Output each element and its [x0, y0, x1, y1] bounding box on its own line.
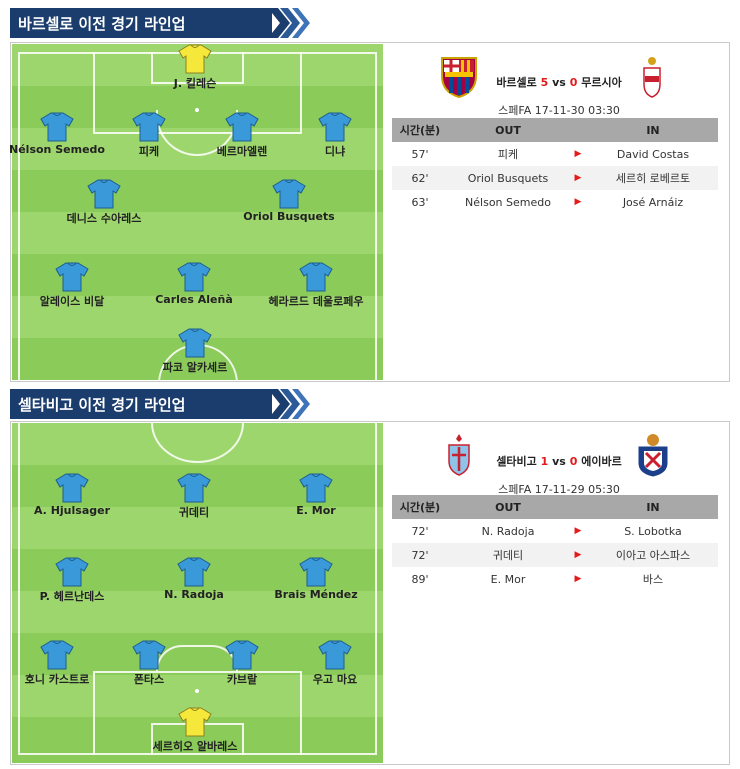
match-info: 바르셀로 5 vs 0 무르시아 스페FA 17-11-30 03:30 시간(… [390, 44, 728, 244]
player-shirt-icon [299, 557, 333, 587]
col-header-in: IN [588, 495, 718, 519]
section-title: 바르셀로 이전 경기 라인업 [18, 15, 186, 33]
arrow-right-icon: ▶ [574, 574, 582, 584]
player-defender: 베르마엘렌 [182, 112, 302, 159]
player-shirt-icon [177, 473, 211, 503]
player-midfielder: P. 헤르난데스 [12, 557, 132, 604]
player-forward: Carles Aleñà [134, 262, 254, 306]
lineup-section-celta: 셀타비고 이전 경기 라인업 A. Hjulsager 귀데티 E. Mor P… [0, 385, 740, 769]
eibar-crest-icon [638, 434, 668, 477]
player-shirt-icon [132, 640, 166, 670]
match-header: 셀타비고 1 vs 0 에이바르 [390, 431, 728, 491]
arrow-right-icon: ▶ [574, 149, 582, 159]
player-forward: 헤라르드 데울로페우 [256, 262, 376, 309]
player-shirt-icon [318, 640, 352, 670]
player-goalkeeper: J. 킬레슨 [135, 44, 255, 91]
chevron-right-icon [268, 389, 310, 419]
table-row: 63' Nélson Semedo ▶ José Arnáiz [392, 190, 718, 214]
match-teams: 바르셀로 5 vs 0 무르시아 [496, 76, 622, 89]
player-shirt-icon [225, 112, 259, 142]
player-midfielder: N. Radoja [134, 557, 254, 601]
player-forward: 알레이스 비달 [12, 262, 132, 309]
player-defender: 호니 카스트로 [0, 640, 117, 687]
player-shirt-icon [132, 112, 166, 142]
murcia-crest-icon [643, 57, 661, 98]
col-header-time: 시간(분) [392, 118, 448, 142]
col-header-time: 시간(분) [392, 495, 448, 519]
player-shirt-icon [318, 112, 352, 142]
match-teams: 셀타비고 1 vs 0 에이바르 [496, 455, 622, 468]
player-defender: 폰타스 [89, 640, 209, 687]
section-header: 셀타비고 이전 경기 라인업 [10, 389, 310, 419]
player-defender: 카브랄 [182, 640, 302, 687]
arrow-right-icon: ▶ [574, 550, 582, 560]
match-info: 셀타비고 1 vs 0 에이바르 스페FA 17-11-29 05:30 시간(… [390, 423, 728, 623]
player-midfielder: Oriol Busquets [229, 179, 349, 223]
player-shirt-icon [272, 179, 306, 209]
player-shirt-icon [299, 262, 333, 292]
player-goalkeeper: 세르히오 알바레스 [135, 707, 255, 754]
player-shirt-icon [55, 262, 89, 292]
arrow-right-icon: ▶ [574, 197, 582, 207]
player-midfielder: 데니스 수아레스 [44, 179, 164, 226]
player-forward: A. Hjulsager [12, 473, 132, 517]
celta-crest-icon [448, 434, 470, 476]
arrow-right-icon: ▶ [574, 173, 582, 183]
col-header-out: OUT [448, 495, 568, 519]
match-meta: 스페FA 17-11-29 05:30 [498, 483, 620, 496]
table-row: 62' Oriol Busquets ▶ 세르히 로베르토 [392, 166, 718, 190]
substitutions-table: 시간(분) OUT IN 72' N. Radoja ▶ S. Lobotka … [392, 495, 718, 591]
section-header: 바르셀로 이전 경기 라인업 [10, 8, 310, 38]
lineup-section-barcelona: 바르셀로 이전 경기 라인업 J. 킬레슨 Nélson Semedo 피케 베… [0, 8, 730, 382]
player-defender: Nélson Semedo [0, 112, 117, 156]
col-header-in: IN [588, 118, 718, 142]
player-defender: 피케 [89, 112, 209, 159]
arrow-right-icon: ▶ [574, 526, 582, 536]
player-forward: 귀데티 [134, 473, 254, 520]
section-title: 셀타비고 이전 경기 라인업 [18, 396, 186, 414]
player-shirt-icon [178, 328, 212, 358]
player-shirt-icon [177, 557, 211, 587]
table-row: 57' 피케 ▶ David Costas [392, 142, 718, 166]
player-shirt-icon [40, 112, 74, 142]
player-defender: 디냐 [275, 112, 395, 159]
table-row: 89' E. Mor ▶ 바스 [392, 567, 718, 591]
player-shirt-icon [55, 473, 89, 503]
player-shirt-icon [87, 179, 121, 209]
chevron-right-icon [268, 8, 310, 38]
table-row: 72' N. Radoja ▶ S. Lobotka [392, 519, 718, 543]
player-shirt-icon [177, 262, 211, 292]
goalkeeper-shirt-icon [178, 707, 212, 737]
player-shirt-icon [40, 640, 74, 670]
substitutions-table: 시간(분) OUT IN 57' 피케 ▶ David Costas 62' O… [392, 118, 718, 214]
player-shirt-icon [225, 640, 259, 670]
player-shirt-icon [55, 557, 89, 587]
goalkeeper-shirt-icon [178, 44, 212, 74]
table-row: 72' 귀데티 ▶ 이아고 아스파스 [392, 543, 718, 567]
col-header-out: OUT [448, 118, 568, 142]
player-midfielder: Brais Méndez [256, 557, 376, 601]
match-meta: 스페FA 17-11-30 03:30 [498, 104, 620, 117]
match-header: 바르셀로 5 vs 0 무르시아 [390, 52, 728, 112]
player-defender: 우고 마요 [275, 640, 395, 687]
player-shirt-icon [299, 473, 333, 503]
player-striker: 파코 알카세르 [135, 328, 255, 375]
barcelona-crest-icon [441, 57, 477, 98]
player-forward: E. Mor [256, 473, 376, 517]
